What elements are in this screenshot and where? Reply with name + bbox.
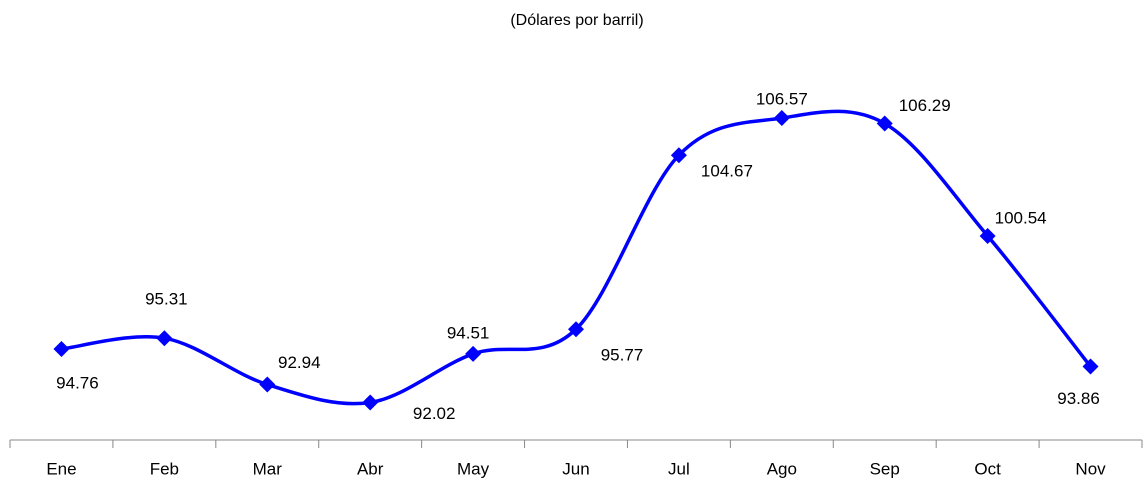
marker (979, 227, 996, 244)
marker (1082, 358, 1099, 375)
x-tick-label: Ene (46, 459, 76, 478)
data-label: 100.54 (995, 208, 1047, 227)
data-label: 104.67 (701, 162, 753, 181)
x-tick-label: Sep (870, 459, 900, 478)
chart-subtitle: (Dólares por barril) (510, 12, 643, 29)
marker (53, 340, 70, 357)
x-tick-label: Mar (253, 459, 283, 478)
data-label: 106.29 (899, 96, 951, 115)
x-tick-label: Jun (562, 459, 589, 478)
x-tick-label: Nov (1075, 459, 1106, 478)
line (61, 109, 1092, 406)
marker (773, 110, 790, 127)
data-label: 106.57 (756, 90, 808, 109)
data-label: 95.31 (145, 290, 188, 309)
data-label: 92.94 (278, 353, 321, 372)
data-label: 94.76 (56, 373, 99, 392)
x-tick-label: Feb (150, 459, 179, 478)
data-label: 92.02 (413, 404, 456, 423)
marker (670, 147, 687, 164)
x-tick-label: Oct (974, 459, 1001, 478)
data-label: 93.86 (1057, 389, 1100, 408)
marker (465, 345, 482, 362)
x-tick-label: Jul (668, 459, 690, 478)
x-tick-label: May (457, 459, 490, 478)
data-label: 95.77 (601, 346, 644, 365)
marker (568, 321, 584, 338)
marker (876, 115, 893, 132)
data-label: 94.51 (447, 323, 490, 342)
marker (156, 330, 173, 347)
x-tick-label: Ago (767, 459, 797, 478)
marker (259, 376, 276, 393)
x-tick-label: Abr (357, 459, 384, 478)
marker (362, 394, 379, 411)
